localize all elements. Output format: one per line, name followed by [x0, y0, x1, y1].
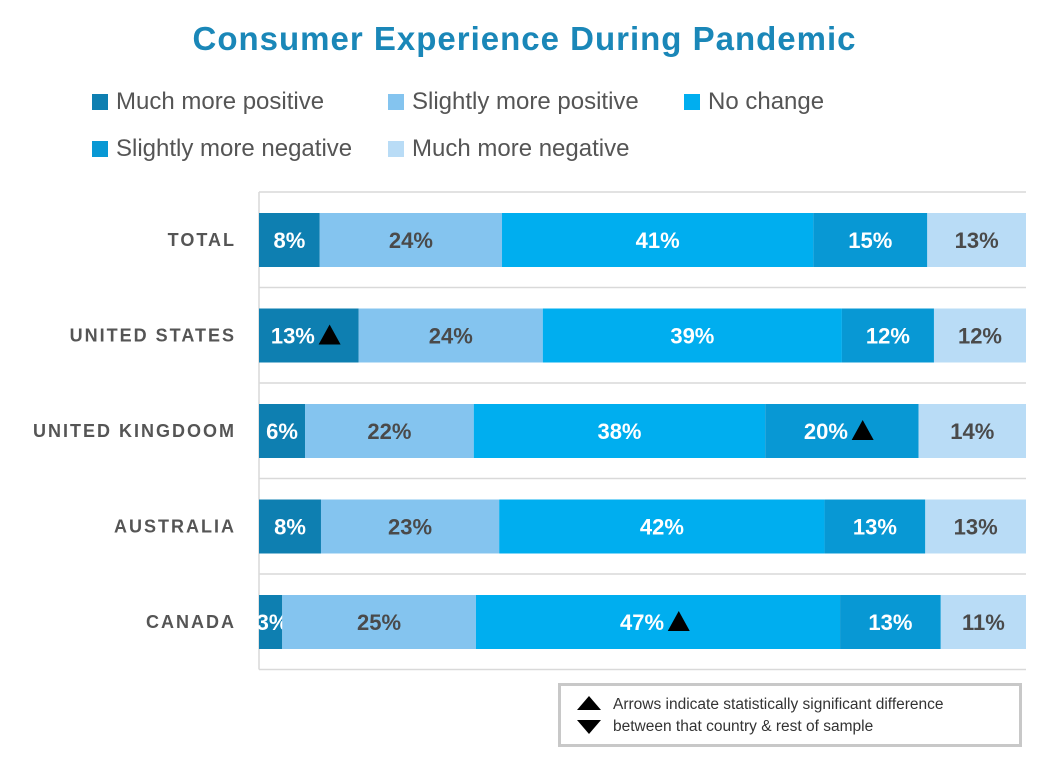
bar-segment	[358, 308, 543, 363]
data-label: 12%	[866, 324, 910, 349]
up-arrow-icon	[577, 696, 601, 710]
legend-label: No change	[708, 88, 825, 115]
legend-swatch	[388, 94, 404, 110]
data-label: 13%	[954, 515, 998, 540]
category-label: CANADA	[146, 612, 236, 632]
data-label: 41%	[636, 228, 680, 253]
legend-item-much-more-positive: Much more positive	[92, 88, 324, 116]
data-label: 12%	[958, 324, 1002, 349]
data-label: 24%	[429, 324, 473, 349]
bar-segment	[259, 499, 321, 554]
data-label: 13%	[955, 228, 999, 253]
legend-swatch	[92, 141, 108, 157]
category-label: UNITED KINGDOOM	[33, 421, 236, 441]
category-label: AUSTRALIA	[114, 517, 236, 537]
bar-segment	[840, 595, 941, 649]
legend-item-much-more-negative: Much more negative	[388, 135, 629, 163]
stacked-bar-chart: TOTAL 8% 24% 41% 15% 13% UNITED STATES 13% 24% 39…	[33, 191, 1026, 671]
legend-label: Much more positive	[116, 88, 325, 115]
bar-segment	[925, 499, 1026, 554]
legend-label: Slightly more negative	[116, 135, 353, 162]
bar-segment	[841, 308, 934, 363]
bar-segment	[542, 308, 842, 363]
data-label: 42%	[640, 515, 684, 540]
bar-segment	[765, 404, 919, 458]
significance-arrow-icon	[851, 420, 874, 440]
bar-segment	[502, 213, 814, 267]
bar-segment	[940, 595, 1026, 649]
data-label: 39%	[670, 324, 714, 349]
bar-segment	[499, 499, 825, 554]
data-label: 25%	[357, 610, 401, 635]
data-label: 38%	[597, 419, 641, 444]
data-label: 6%	[266, 419, 298, 444]
legend-swatch	[92, 94, 108, 110]
data-label: 14%	[950, 419, 994, 444]
bar-segment	[259, 308, 359, 363]
bar-segment	[320, 499, 500, 554]
bar-segment	[259, 404, 306, 458]
bar-segment	[475, 595, 841, 649]
note-line-2: between that country & rest of sample	[613, 718, 874, 735]
bar-segment	[933, 308, 1026, 363]
legend-swatch	[388, 141, 404, 157]
significance-note-box: Arrows indicate statistically significan…	[558, 683, 1022, 747]
legend-label: Much more negative	[412, 135, 630, 162]
data-label: 24%	[389, 228, 433, 253]
significance-arrow-icon	[667, 611, 690, 631]
data-label: 15%	[848, 228, 892, 253]
legend-label: Slightly more positive	[412, 88, 639, 115]
data-label: 13%	[853, 515, 897, 540]
data-label: 11%	[962, 610, 1005, 635]
bar-segment	[824, 499, 926, 554]
data-label: 47%	[620, 610, 664, 635]
data-label: 22%	[367, 419, 411, 444]
legend-item-slightly-more-positive: Slightly more positive	[388, 88, 639, 116]
data-label: 13%	[868, 610, 912, 635]
down-arrow-icon	[577, 720, 601, 734]
bar-segment	[473, 404, 766, 458]
bar-segment	[282, 595, 476, 649]
bar-segment	[305, 404, 474, 458]
data-label: 8%	[273, 228, 305, 253]
bar-segment	[319, 213, 503, 267]
chart-title: Consumer Experience During Pandemic	[192, 20, 857, 57]
category-label: UNITED STATES	[70, 326, 236, 346]
data-label: 8%	[274, 515, 306, 540]
data-label: 13%	[271, 324, 315, 349]
significance-arrow-icon	[318, 324, 341, 345]
category-label: TOTAL	[168, 230, 236, 250]
legend-item-slightly-more-negative: Slightly more negative	[92, 135, 352, 163]
bar-segment	[813, 213, 928, 267]
bar-segment	[927, 213, 1026, 267]
data-label: 23%	[388, 515, 432, 540]
bar-segment	[259, 213, 320, 267]
data-label: 20%	[804, 419, 848, 444]
bar-segment	[259, 595, 283, 649]
note-line-1: Arrows indicate statistically significan…	[613, 696, 944, 713]
legend-item-no-change: No change	[684, 88, 824, 116]
bar-segment	[918, 404, 1026, 458]
legend-swatch	[684, 94, 700, 110]
